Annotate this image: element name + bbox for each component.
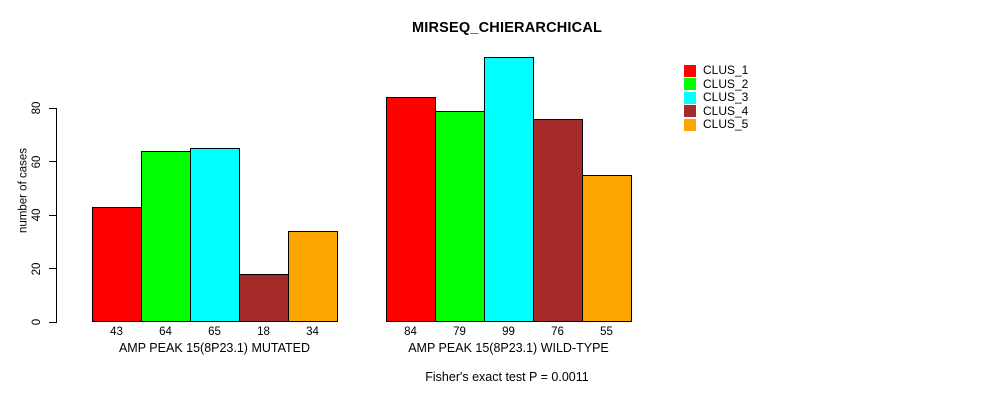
- x-axis-group-label: AMP PEAK 15(8P23.1) MUTATED: [118, 341, 311, 355]
- legend-label: CLUS_2: [703, 76, 749, 91]
- bar-value-label: 84: [404, 326, 417, 338]
- y-axis-tick-label: 40: [31, 208, 43, 222]
- bar: [386, 97, 436, 322]
- bar-value-label: 76: [551, 326, 564, 338]
- legend-entry: CLUS_3: [684, 90, 749, 105]
- y-axis-tick: [49, 321, 57, 323]
- y-axis-title: number of cases: [17, 148, 30, 234]
- legend-label: CLUS_4: [703, 103, 749, 118]
- bar-value-label: 55: [600, 326, 613, 338]
- bar: [92, 207, 142, 322]
- bar: [190, 148, 240, 322]
- bar: [582, 175, 632, 322]
- y-axis-tick-label: 80: [31, 101, 43, 115]
- bar-value-label: 18: [257, 326, 270, 338]
- y-axis-tick: [49, 268, 57, 269]
- y-axis-tick-label: 20: [31, 262, 43, 275]
- bar: [239, 274, 289, 322]
- y-axis-tick-label: 0: [31, 318, 43, 326]
- bar-value-label: 65: [208, 326, 221, 338]
- bar-value-label: 43: [110, 326, 123, 338]
- bar-value-label: 64: [159, 326, 172, 338]
- legend-label: CLUS_5: [703, 117, 749, 131]
- bar-value-label: 34: [306, 326, 319, 338]
- legend-entry: CLUS_2: [684, 76, 749, 92]
- legend-color-swatch: [684, 105, 696, 118]
- legend-entry: CLUS_5: [684, 117, 749, 132]
- bar-value-label: 79: [453, 326, 466, 338]
- y-axis-tick-label: 60: [31, 155, 43, 168]
- bar: [141, 151, 191, 322]
- legend: CLUS_1 CLUS_2 CLUS_3 CLUS_4 CLUS_5: [684, 63, 749, 132]
- y-axis-tick: [49, 161, 57, 162]
- bar-value-label: 99: [502, 326, 515, 338]
- legend-label: CLUS_1: [703, 63, 749, 77]
- bar: [435, 111, 485, 322]
- y-axis-tick: [49, 214, 57, 216]
- footnote-text: Fisher's exact test P = 0.0011: [425, 370, 589, 384]
- legend-label: CLUS_3: [703, 90, 749, 104]
- legend-color-swatch: [684, 118, 696, 131]
- legend-color-swatch: [684, 64, 696, 77]
- y-axis-tick: [49, 107, 57, 109]
- bar: [288, 231, 338, 322]
- legend-entry: CLUS_4: [684, 103, 749, 119]
- x-axis-group-label: AMP PEAK 15(8P23.1) WILD-TYPE: [408, 341, 609, 355]
- chart-title: MIRSEQ_CHIERARCHICAL: [411, 20, 603, 36]
- legend-color-swatch: [684, 91, 696, 104]
- bar: [533, 119, 583, 322]
- legend-entry: CLUS_1: [684, 63, 749, 78]
- bar: [484, 57, 534, 322]
- legend-color-swatch: [684, 78, 696, 91]
- y-axis-line: [56, 108, 57, 323]
